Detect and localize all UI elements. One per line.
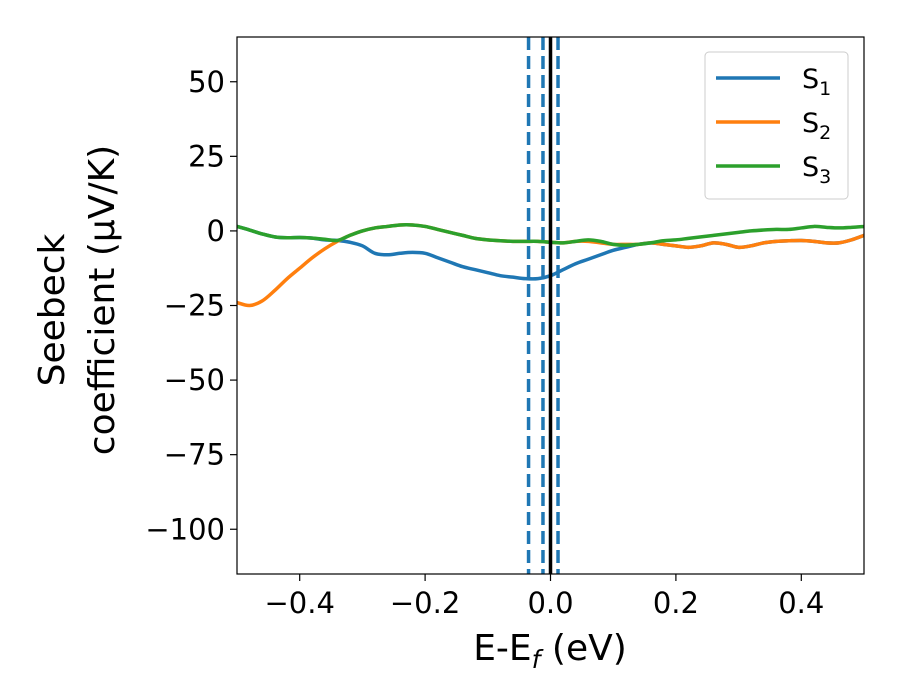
x-tick-label: −0.2 <box>390 586 460 620</box>
y-tick-label: −75 <box>164 438 225 472</box>
x-tick-label: 0.2 <box>653 586 699 620</box>
y-tick-label: −100 <box>145 512 225 546</box>
y-axis-title-line-1: Seebeck <box>32 233 73 386</box>
plot-layer <box>237 37 864 574</box>
legend-label-s1: S1 <box>802 64 831 100</box>
legend-label-s2: S2 <box>802 108 831 144</box>
x-axis-title-main: E-E <box>473 628 531 669</box>
x-tick-label: −0.4 <box>264 586 334 620</box>
legend-label-s3: S3 <box>802 152 831 188</box>
ticks-layer: −0.4 −0.2 0.0 0.2 0.4 50 25 0 −25 −50 −75 −100 <box>145 65 824 620</box>
y-axis-title-line-2: coefficient (μV/K) <box>82 145 123 455</box>
y-tick-label: −25 <box>164 289 225 323</box>
legend: S1 S2 S3 <box>704 51 849 200</box>
y-tick-label: 50 <box>188 65 225 99</box>
x-tick-label: 0.4 <box>778 586 824 620</box>
y-tick-label: −50 <box>164 363 225 397</box>
legend-box <box>704 51 849 200</box>
y-tick-label: 0 <box>207 214 225 248</box>
x-tick-label: 0.0 <box>527 586 573 620</box>
x-axis-title: E-Ef (eV) <box>473 628 627 674</box>
y-tick-label: 25 <box>188 139 225 173</box>
x-axis-title-unit: (eV) <box>540 628 626 669</box>
